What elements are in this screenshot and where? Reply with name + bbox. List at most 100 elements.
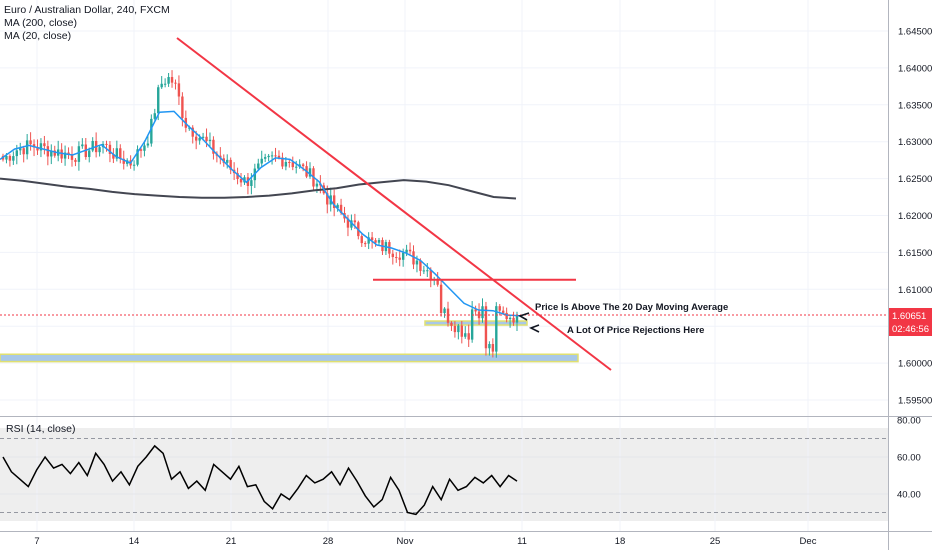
rsi-legend[interactable]: RSI (14, close)	[6, 423, 76, 435]
symbol-title[interactable]: Euro / Australian Dollar, 240, FXCM	[4, 4, 170, 16]
time-tick-label: Dec	[800, 536, 817, 547]
candle-body	[198, 137, 201, 141]
candle-body	[257, 163, 260, 169]
candle-body	[405, 249, 408, 253]
candle-body	[239, 178, 243, 183]
candle-body	[464, 333, 467, 337]
rejection-zone	[424, 320, 528, 326]
time-tick-label: 18	[615, 536, 626, 547]
candle-body	[208, 139, 212, 142]
candle-body	[267, 155, 270, 158]
candle-body	[398, 257, 401, 260]
ma200-line	[0, 177, 517, 200]
rsi-tick-label: 80.00	[897, 416, 921, 427]
candle-body	[346, 218, 350, 228]
candle-body	[143, 145, 146, 151]
candle-body	[439, 284, 443, 314]
candle-body	[194, 136, 198, 141]
candle-body	[136, 149, 139, 165]
candle-body	[167, 77, 170, 84]
candle-body	[326, 193, 329, 205]
rsi-band-fill	[0, 428, 888, 521]
candle-body	[460, 325, 464, 337]
candle-body	[377, 240, 381, 243]
candle-body	[288, 161, 291, 163]
descending-trendline	[176, 37, 612, 371]
ma20-legend[interactable]: MA (20, close)	[4, 30, 72, 42]
price-tick-label: 1.64000	[898, 63, 932, 74]
arrow-left-icon	[529, 324, 540, 333]
candle-body	[422, 270, 426, 272]
price-tick-label: 1.63500	[898, 100, 932, 111]
candle-body	[419, 260, 422, 271]
candle-body	[401, 252, 405, 260]
candle-body	[119, 148, 122, 159]
candle-body	[470, 309, 474, 340]
candle-body	[22, 148, 25, 155]
candle-body	[132, 164, 136, 166]
candle-body	[436, 279, 439, 285]
candle-body	[19, 148, 22, 151]
candle-body	[32, 144, 36, 148]
candle-body	[457, 325, 460, 333]
candle-body	[181, 96, 184, 118]
candle-body	[412, 251, 415, 265]
candle-body	[12, 156, 15, 161]
candle-body	[339, 204, 343, 214]
candle-body	[201, 136, 205, 138]
support-zone	[0, 353, 579, 363]
candle-body	[226, 159, 229, 163]
candle-body	[188, 127, 191, 129]
time-tick-label: Nov	[397, 536, 414, 547]
candle-body	[277, 155, 281, 158]
candle-body	[295, 166, 298, 168]
candle-body	[332, 195, 336, 209]
rsi-line	[2, 444, 518, 516]
candle-body	[429, 270, 432, 281]
price-tick-label: 1.62500	[898, 174, 932, 185]
candle-body	[108, 144, 112, 154]
candle-body	[70, 154, 74, 160]
candle-body	[505, 312, 508, 320]
candle-body	[502, 310, 505, 313]
candle-body	[174, 82, 177, 84]
candle-body	[74, 159, 77, 162]
candle-body	[160, 83, 163, 88]
time-tick-label: 14	[129, 536, 140, 547]
candle-body	[153, 113, 156, 119]
ma200-legend[interactable]: MA (200, close)	[4, 17, 77, 29]
candle-body	[46, 146, 50, 157]
candle-body	[367, 237, 370, 244]
candle-body	[274, 155, 277, 157]
candle-body	[281, 157, 284, 167]
candle-body	[467, 333, 470, 340]
candle-body	[39, 143, 43, 151]
arrow-left-icon	[518, 312, 530, 321]
rsi-tick-label: 40.00	[897, 490, 921, 501]
price-tick-label: 1.62000	[898, 211, 932, 222]
candle-body	[67, 152, 70, 155]
candle-body	[488, 344, 491, 349]
candle-body	[25, 140, 29, 155]
candle-body	[370, 237, 374, 241]
candle-body	[474, 309, 477, 312]
candle-body	[260, 158, 263, 164]
candle-body	[374, 240, 377, 243]
candle-body	[453, 325, 457, 333]
candle-body	[515, 315, 519, 323]
candle-body	[353, 220, 357, 223]
candle-body	[177, 83, 181, 97]
ma20-line	[0, 110, 523, 317]
candle-body	[163, 83, 167, 85]
candle-body	[77, 146, 81, 162]
candle-body	[8, 155, 12, 161]
candle-body	[498, 306, 501, 311]
price-tick-label: 1.59500	[898, 396, 932, 407]
candle-body	[170, 77, 174, 83]
candle-body	[263, 157, 267, 159]
candle-body	[81, 144, 84, 147]
price-tick-label: 1.60000	[898, 359, 932, 370]
candle-body	[98, 147, 101, 153]
